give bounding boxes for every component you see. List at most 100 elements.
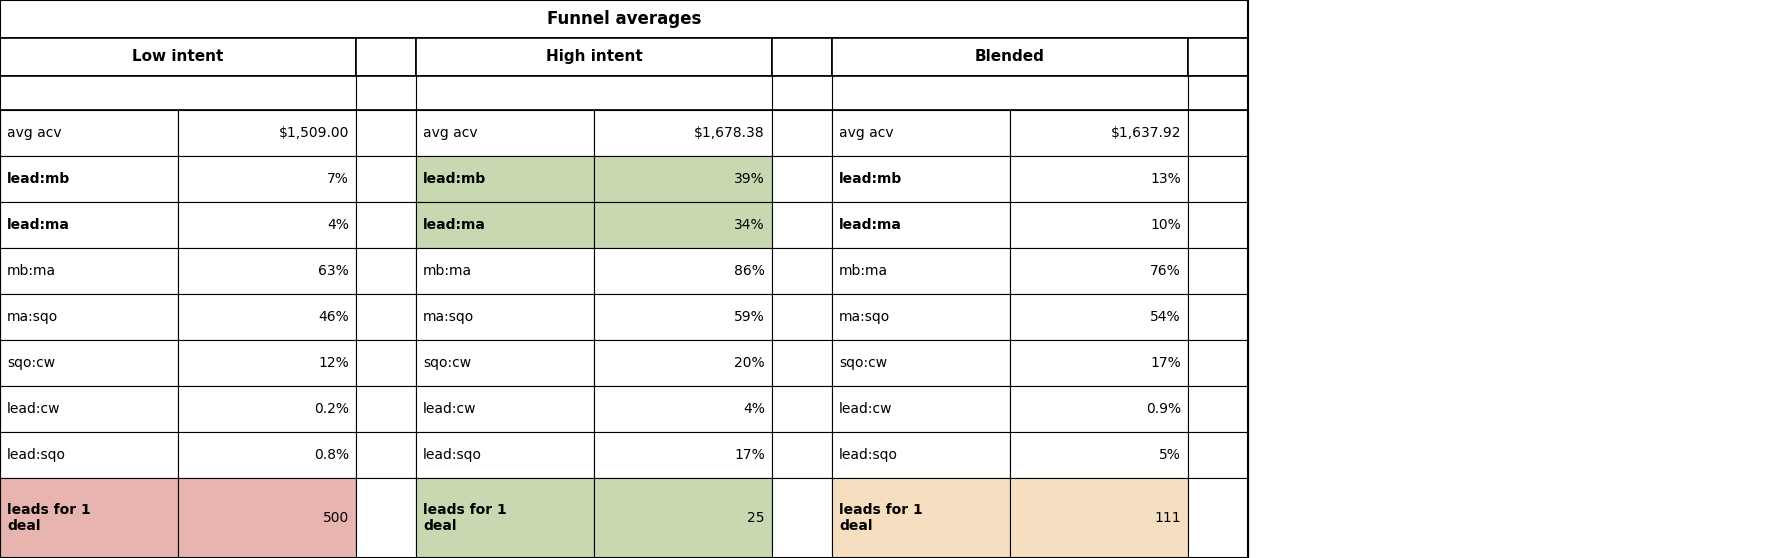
Text: 13%: 13% [1150, 172, 1181, 186]
Bar [1010, 110, 1188, 156]
Bar [416, 478, 594, 558]
Bar [0, 38, 356, 76]
Bar [594, 340, 772, 386]
Bar [832, 248, 1010, 294]
Text: 25: 25 [747, 511, 765, 525]
Text: 111: 111 [1154, 511, 1181, 525]
Bar [0, 110, 178, 156]
Bar [0, 202, 178, 248]
Bar [1188, 478, 1248, 558]
Text: lead:ma: lead:ma [7, 218, 69, 232]
Text: sqo:cw: sqo:cw [423, 356, 471, 370]
Bar [0, 340, 178, 386]
Text: sqo:cw: sqo:cw [839, 356, 887, 370]
Bar [594, 386, 772, 432]
Bar [772, 110, 832, 156]
Bar [178, 110, 356, 156]
Text: avg acv: avg acv [423, 126, 478, 140]
Text: avg acv: avg acv [7, 126, 62, 140]
Text: 0.9%: 0.9% [1145, 402, 1181, 416]
Text: Funnel averages: Funnel averages [548, 10, 701, 28]
Bar [1010, 294, 1188, 340]
Bar [594, 478, 772, 558]
Bar [1188, 38, 1248, 76]
Bar [832, 38, 1188, 76]
Bar [1188, 340, 1248, 386]
Text: 17%: 17% [734, 448, 765, 462]
Bar [772, 38, 832, 76]
Text: lead:cw: lead:cw [7, 402, 60, 416]
Bar [356, 38, 416, 76]
Text: mb:ma: mb:ma [839, 264, 889, 278]
Bar [356, 386, 416, 432]
Bar [1010, 478, 1188, 558]
Text: avg acv: avg acv [839, 126, 894, 140]
Bar [356, 248, 416, 294]
Text: $1,509.00: $1,509.00 [279, 126, 348, 140]
Bar [594, 294, 772, 340]
Text: mb:ma: mb:ma [7, 264, 57, 278]
Bar [1010, 202, 1188, 248]
Bar [356, 110, 416, 156]
Bar [832, 432, 1010, 478]
Bar [0, 0, 1248, 38]
Bar [832, 478, 1010, 558]
Bar [1188, 386, 1248, 432]
Bar [772, 386, 832, 432]
Bar [178, 294, 356, 340]
Text: sqo:cw: sqo:cw [7, 356, 55, 370]
Text: 34%: 34% [734, 218, 765, 232]
Text: leads for 1
deal: leads for 1 deal [7, 503, 91, 533]
Bar [178, 386, 356, 432]
Bar [1188, 156, 1248, 202]
Bar [178, 340, 356, 386]
Bar [772, 156, 832, 202]
Text: 46%: 46% [318, 310, 348, 324]
Text: $1,678.38: $1,678.38 [693, 126, 765, 140]
Bar [772, 478, 832, 558]
Bar [356, 432, 416, 478]
Text: 63%: 63% [318, 264, 348, 278]
Bar [356, 340, 416, 386]
Text: lead:sqo: lead:sqo [423, 448, 482, 462]
Bar [178, 202, 356, 248]
Bar [416, 340, 594, 386]
Text: 0.8%: 0.8% [313, 448, 348, 462]
Text: lead:ma: lead:ma [839, 218, 901, 232]
Text: 86%: 86% [734, 264, 765, 278]
Text: 4%: 4% [327, 218, 348, 232]
Bar [356, 294, 416, 340]
Text: 5%: 5% [1159, 448, 1181, 462]
Bar [178, 248, 356, 294]
Text: 20%: 20% [734, 356, 765, 370]
Bar [416, 248, 594, 294]
Text: lead:sqo: lead:sqo [839, 448, 898, 462]
Bar [1010, 248, 1188, 294]
Text: High intent: High intent [546, 50, 642, 65]
Bar [1188, 432, 1248, 478]
Bar [832, 110, 1010, 156]
Bar [772, 248, 832, 294]
Bar [832, 156, 1010, 202]
Bar [416, 156, 594, 202]
Bar [0, 432, 178, 478]
Bar [178, 478, 356, 558]
Bar [594, 202, 772, 248]
Text: lead:ma: lead:ma [423, 218, 485, 232]
Bar [178, 432, 356, 478]
Text: 500: 500 [322, 511, 348, 525]
Bar [1010, 432, 1188, 478]
Bar [772, 432, 832, 478]
Bar [832, 202, 1010, 248]
Text: 59%: 59% [734, 310, 765, 324]
Text: lead:cw: lead:cw [423, 402, 477, 416]
Bar [1188, 294, 1248, 340]
Bar [1010, 156, 1188, 202]
Bar [594, 110, 772, 156]
Bar [772, 294, 832, 340]
Text: lead:cw: lead:cw [839, 402, 893, 416]
Text: 4%: 4% [743, 402, 765, 416]
Bar [416, 432, 594, 478]
Bar [178, 156, 356, 202]
Bar [1188, 110, 1248, 156]
